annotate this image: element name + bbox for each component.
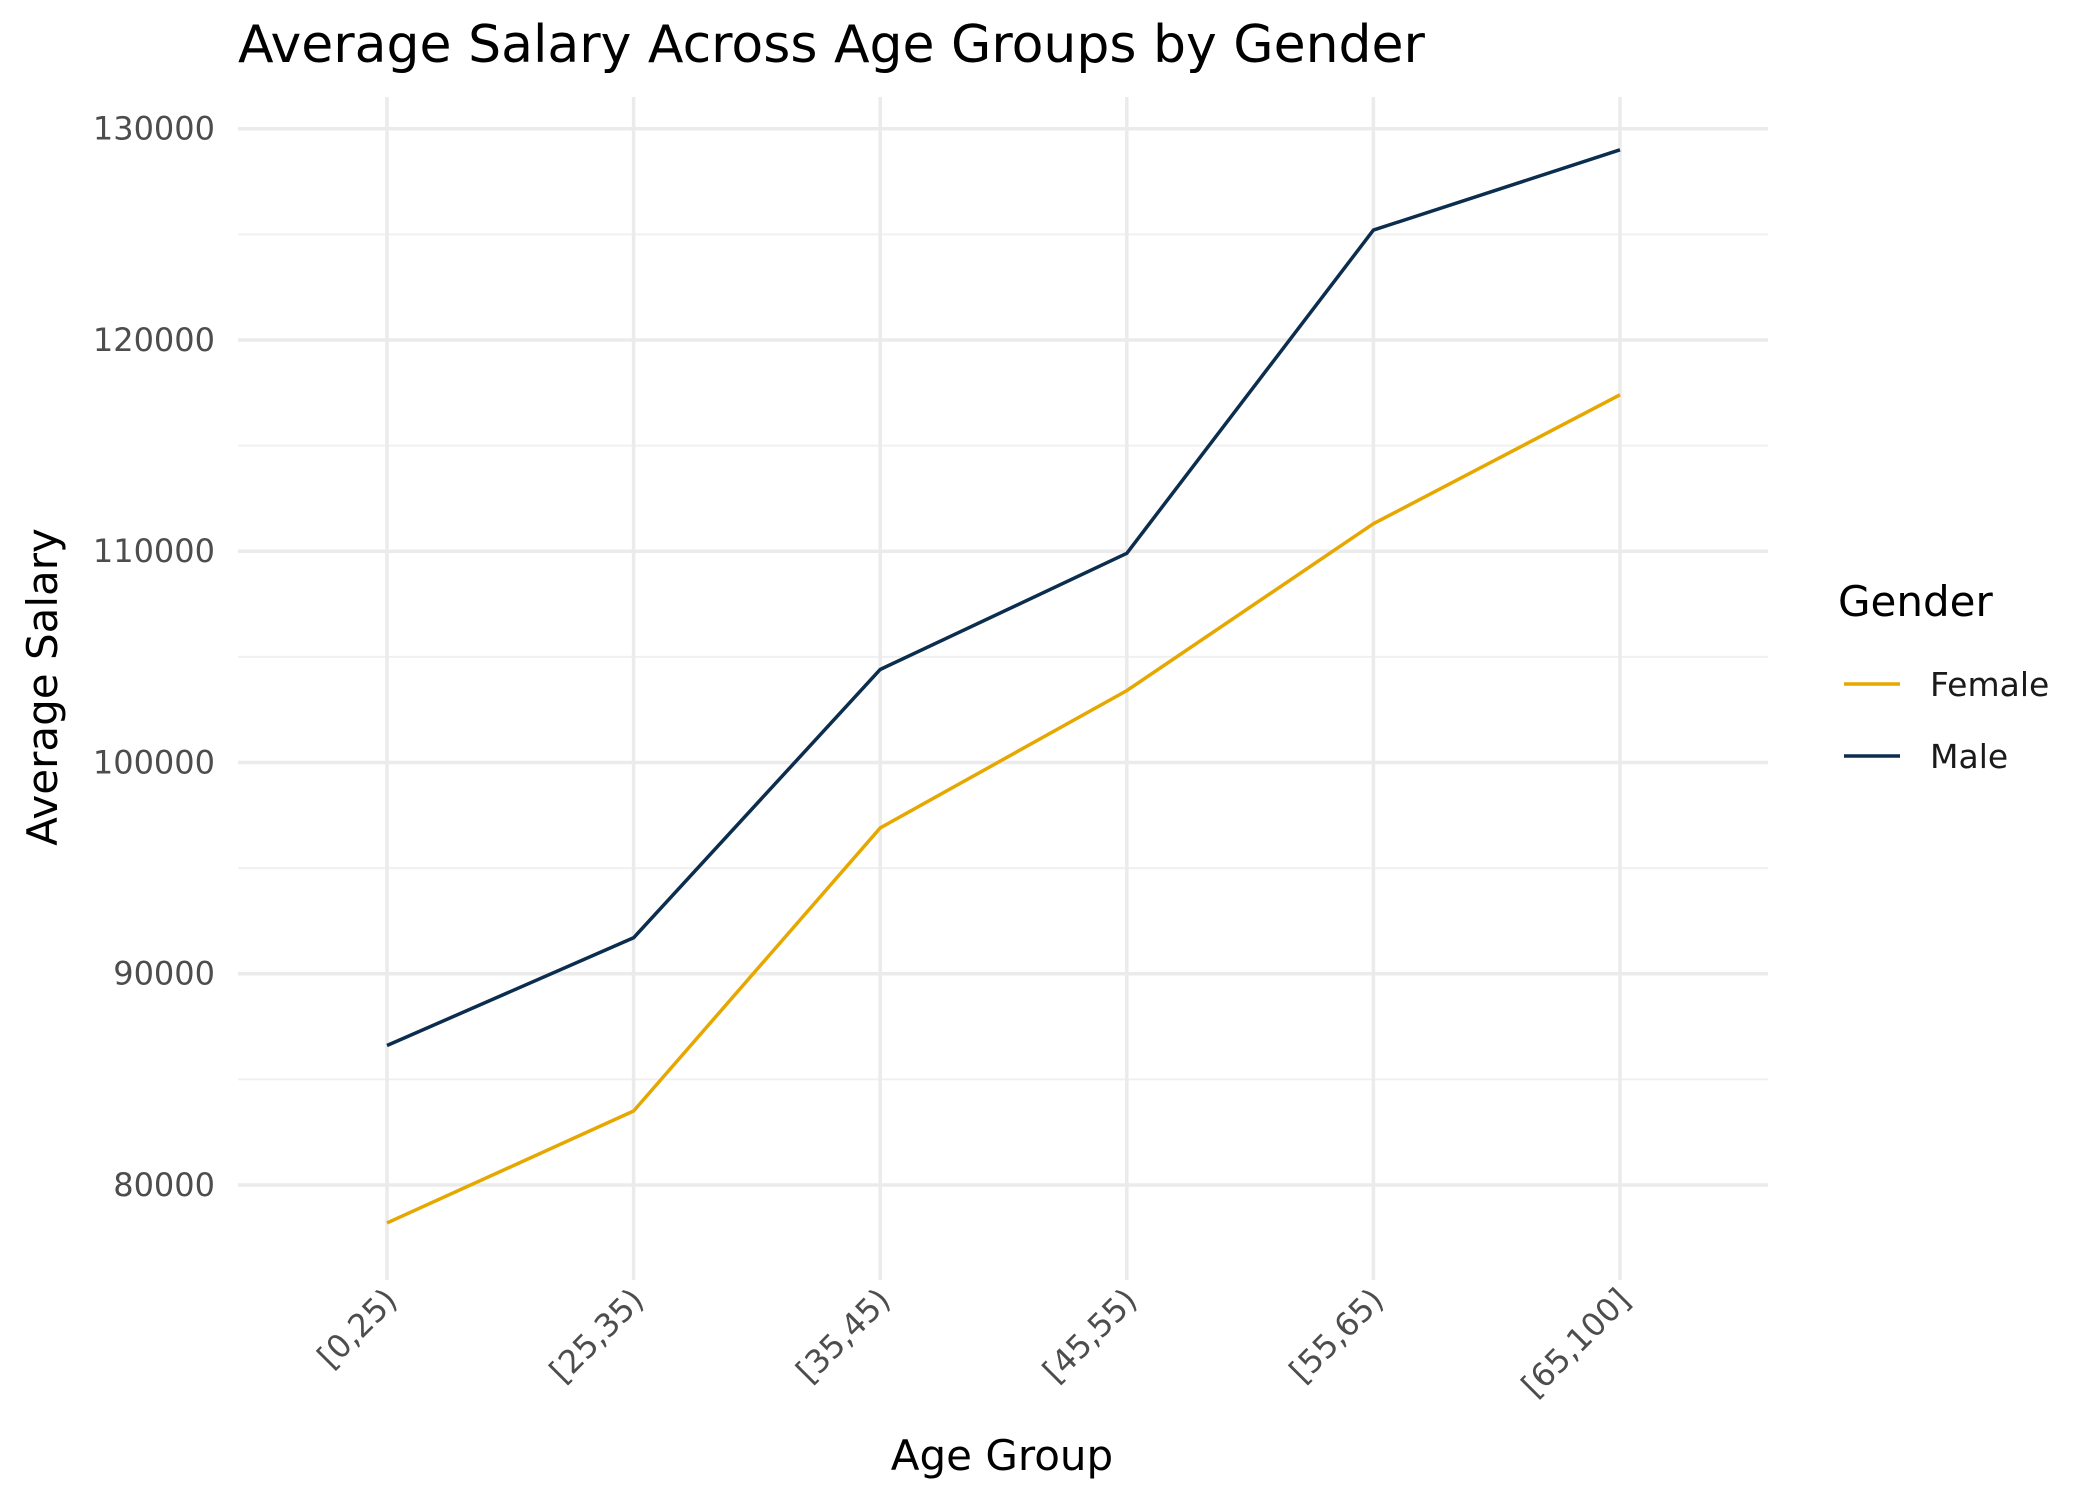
legend-label-male: Male <box>1930 737 2008 776</box>
x-axis-title: Age Group <box>891 1431 1113 1480</box>
y-axis-title: Average Salary <box>18 528 67 846</box>
y-tick-label: 90000 <box>113 955 215 993</box>
x-tick-label: [0,25) <box>310 1281 405 1376</box>
y-tick-label: 100000 <box>93 743 215 781</box>
legend-label-female: Female <box>1930 665 2049 704</box>
chart-title: Average Salary Across Age Groups by Gend… <box>238 15 1426 75</box>
legend: Gender Female Male <box>1838 577 2049 776</box>
x-tick-label: [65,100] <box>1514 1281 1638 1405</box>
y-tick-label: 110000 <box>93 532 215 570</box>
tick-layer: 80000 90000 100000 110000 120000 130000 [0,25)… <box>93 110 1638 1405</box>
x-tick-label: [55,65) <box>1282 1281 1391 1390</box>
x-tick-label: [45,55) <box>1035 1281 1144 1390</box>
y-tick-label: 130000 <box>93 110 215 148</box>
legend-title: Gender <box>1838 577 1994 626</box>
y-tick-label: 120000 <box>93 321 215 359</box>
grid-layer <box>238 97 1768 1280</box>
x-tick-label: [25,35) <box>542 1281 651 1390</box>
series-line-male <box>386 148 1621 1048</box>
y-tick-label: 80000 <box>113 1166 215 1204</box>
legend-items: Female Male <box>1844 665 2049 776</box>
series-line-female <box>386 393 1621 1225</box>
series-layer <box>386 148 1621 1225</box>
x-tick-label: [35,45) <box>789 1281 898 1390</box>
